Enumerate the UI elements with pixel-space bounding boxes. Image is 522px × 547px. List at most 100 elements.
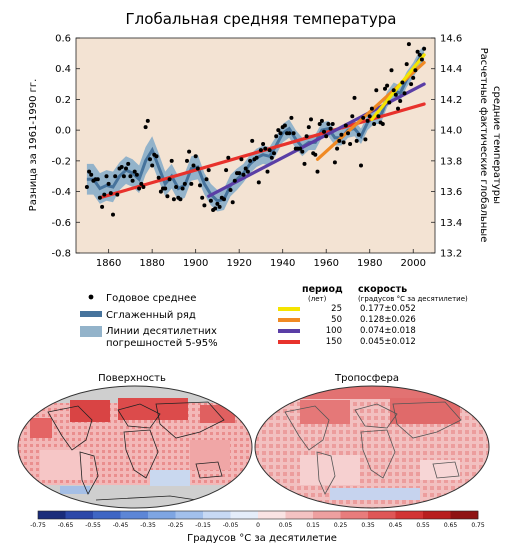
- annual-point: [143, 125, 148, 130]
- annual-point: [261, 142, 266, 146]
- trend-period-100: 100: [326, 326, 342, 336]
- x-tick-label: 1900: [183, 258, 208, 269]
- annual-point: [102, 192, 107, 197]
- annual-point: [202, 203, 207, 208]
- colorbar-frame: [37, 510, 479, 520]
- annual-point: [306, 125, 311, 130]
- annual-point: [319, 118, 324, 123]
- trend-period-unit: (лет): [308, 295, 327, 303]
- annual-point: [419, 57, 424, 62]
- colorbar-tick-label: -0.65: [58, 522, 74, 529]
- x-axis: 1860 1880 1900 1920 1940 1960 1980 2000: [96, 249, 426, 269]
- annual-point: [352, 95, 357, 100]
- annual-point: [237, 171, 242, 176]
- annual-point: [369, 106, 374, 111]
- annual-point: [178, 197, 183, 202]
- uncertainty-band: [86, 45, 425, 212]
- annual-point: [404, 62, 409, 67]
- annual-point: [274, 134, 279, 139]
- annual-point: [406, 42, 411, 47]
- colorbar-cell: [285, 511, 314, 519]
- annual-point: [393, 92, 398, 97]
- annual-point: [241, 172, 246, 177]
- annual-point: [269, 155, 274, 160]
- legend-annual-marker: [88, 294, 94, 300]
- colorbar-tick-label: -0.05: [223, 522, 239, 529]
- legend-annual-label: Годовое среднее: [106, 293, 196, 304]
- annual-point: [265, 169, 270, 174]
- colorbar-cell: [368, 511, 396, 519]
- colorbar-cell: [340, 511, 369, 519]
- colorbar-cell: [313, 511, 341, 519]
- annual-point: [243, 166, 248, 171]
- x-tick-label: 2000: [401, 258, 426, 269]
- colorbar-tick-label: 0: [256, 522, 260, 529]
- annual-point: [232, 178, 237, 183]
- colorbar-tick-label: 0.75: [471, 522, 485, 529]
- colorbar-tick-label: -0.25: [168, 522, 184, 529]
- y2-tick-label: 13.2: [440, 249, 462, 260]
- annual-point: [185, 158, 189, 163]
- annual-point: [322, 129, 326, 134]
- trend-rate-50: 0.128±0.026: [360, 315, 416, 325]
- annual-point: [317, 122, 322, 126]
- annual-point: [228, 188, 233, 192]
- y2-tick-label: 13.4: [440, 218, 462, 229]
- annual-point: [348, 142, 353, 146]
- annual-point: [106, 181, 111, 186]
- annual-point: [363, 137, 368, 142]
- annual-point: [174, 185, 179, 189]
- colorbar-tick-label: 0.05: [279, 522, 293, 529]
- colorbar-cell: [148, 511, 176, 519]
- colorbar-cell: [65, 511, 94, 519]
- y2-tick-label: 14.4: [440, 64, 462, 75]
- annual-point: [302, 161, 307, 166]
- y2-tick-label: 14.2: [440, 95, 462, 106]
- annual-point: [84, 185, 89, 189]
- y2-tick-label: 13.6: [440, 187, 462, 198]
- trend-rate-100: 0.074±0.018: [360, 326, 416, 336]
- annual-point: [245, 169, 250, 174]
- annual-point: [374, 88, 379, 93]
- annual-point: [171, 197, 176, 202]
- annual-point: [263, 146, 268, 151]
- annual-point: [267, 148, 272, 153]
- annual-point: [343, 123, 348, 128]
- legend-smoothed-label: Сглаженный ряд: [106, 310, 196, 321]
- colorbar-cell: [120, 511, 149, 519]
- annual-point: [111, 212, 115, 217]
- colorbar-cell: [450, 511, 479, 519]
- annual-point: [204, 177, 209, 182]
- colorbar-cell: [93, 511, 121, 519]
- x-tick-label: 1980: [357, 258, 382, 269]
- annual-point: [330, 122, 335, 126]
- trend-rate-unit: (градусов °С за десятилетие): [358, 295, 468, 303]
- annual-point: [304, 134, 309, 139]
- annual-point: [150, 163, 155, 168]
- colorbar-cell: [203, 511, 231, 519]
- annual-point: [254, 155, 259, 160]
- colorbar-tick-label: -0.35: [140, 522, 156, 529]
- annual-point: [315, 169, 320, 174]
- trend-period-header: период: [302, 284, 343, 295]
- annual-point: [165, 194, 170, 199]
- annual-point: [163, 186, 168, 191]
- colorbar-tick-label: 0.25: [334, 522, 348, 529]
- annual-point: [124, 166, 128, 171]
- map-surface-outline: [17, 385, 253, 509]
- annual-point: [148, 157, 152, 162]
- colorbar-label: Градусов °С за десятилетие: [187, 533, 337, 544]
- annual-point: [422, 46, 427, 51]
- annual-point: [402, 91, 407, 96]
- x-tick-label: 1940: [270, 258, 295, 269]
- annual-point: [389, 68, 394, 73]
- annual-point: [350, 114, 355, 119]
- annual-point: [278, 131, 283, 136]
- colorbar-tick-label: 0.45: [389, 522, 403, 529]
- annual-point: [258, 148, 263, 153]
- annual-point: [217, 204, 222, 209]
- colorbar-cell: [38, 511, 66, 519]
- colorbar-cell: [395, 511, 424, 519]
- y2-tick-label: 14.6: [440, 34, 462, 45]
- trend-rate-150: 0.045±0.012: [360, 337, 416, 347]
